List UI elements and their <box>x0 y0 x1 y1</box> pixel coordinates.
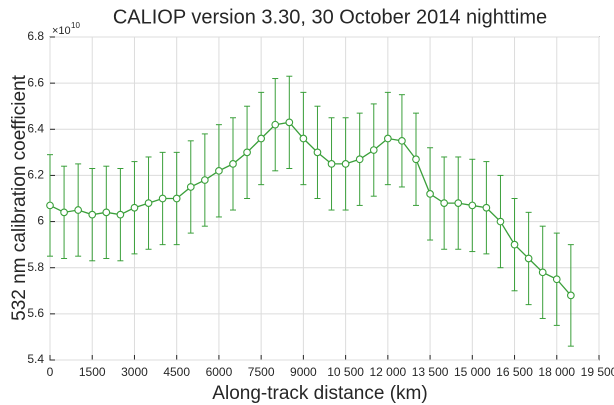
marker <box>271 120 280 129</box>
y-tick-label: 6.8 <box>27 29 44 43</box>
marker <box>60 208 68 217</box>
chart-title: CALIOP version 3.30, 30 October 2014 nig… <box>113 6 547 28</box>
x-tick-label: 0 <box>47 365 54 379</box>
y-tick-label: 6.4 <box>27 121 44 135</box>
marker <box>229 160 237 168</box>
y-axis-label: 532 nm calibration coefficient <box>9 74 30 320</box>
x-tick-label: 7500 <box>248 365 275 379</box>
marker <box>440 199 449 207</box>
x-tick-label: 3000 <box>121 365 148 379</box>
x-tick-label: 9000 <box>290 365 317 379</box>
x-tick-label: 15 000 <box>454 365 491 379</box>
plot-area <box>49 36 600 361</box>
x-tick-label: 6000 <box>206 365 233 379</box>
marker <box>116 210 125 219</box>
x-axis-label: Along-track distance (km) <box>212 383 427 404</box>
y-tick-label: 5.4 <box>27 352 44 366</box>
marker <box>510 240 519 249</box>
marker <box>412 155 420 164</box>
marker <box>243 148 251 157</box>
marker <box>355 155 364 164</box>
marker <box>398 136 406 145</box>
marker <box>369 146 378 154</box>
marker <box>482 203 491 212</box>
marker <box>313 148 322 157</box>
marker <box>46 201 54 210</box>
marker <box>468 201 477 210</box>
marker <box>341 160 350 168</box>
x-tick-label: 19 500 <box>581 365 614 379</box>
marker <box>172 194 181 203</box>
marker <box>257 134 266 143</box>
marker <box>524 254 533 263</box>
marker <box>130 203 139 212</box>
marker <box>454 199 463 207</box>
marker <box>538 268 547 277</box>
y-tick-label: 6.2 <box>27 168 44 182</box>
x-tick-label: 12 000 <box>369 365 406 379</box>
y-exponent: 10 <box>71 21 80 30</box>
marker <box>144 199 153 207</box>
marker <box>158 194 167 203</box>
marker <box>327 160 336 168</box>
marker <box>552 275 561 284</box>
marker <box>496 217 505 226</box>
x-tick-label: 10 500 <box>327 365 364 379</box>
x-tick-label: 16 500 <box>496 365 533 379</box>
marker <box>426 190 434 198</box>
marker <box>299 134 308 143</box>
marker <box>102 208 111 217</box>
marker <box>74 206 83 214</box>
y-exponent-label: ×10 <box>52 25 71 37</box>
marker <box>200 176 209 184</box>
x-tick-label: 18 000 <box>538 365 575 379</box>
marker <box>88 210 97 219</box>
x-tick-label: 1500 <box>79 365 106 379</box>
y-tick-label: 5.6 <box>27 306 44 320</box>
marker <box>566 291 575 300</box>
x-tick-label: 13 500 <box>412 365 449 379</box>
y-tick-label: 6 <box>37 214 44 228</box>
x-tick-label: 4500 <box>163 365 190 379</box>
marker <box>285 118 294 127</box>
marker <box>383 134 392 143</box>
y-tick-label: 5.8 <box>27 260 44 274</box>
marker <box>215 166 223 175</box>
marker <box>186 183 195 191</box>
y-tick-label: 6.6 <box>27 75 44 89</box>
